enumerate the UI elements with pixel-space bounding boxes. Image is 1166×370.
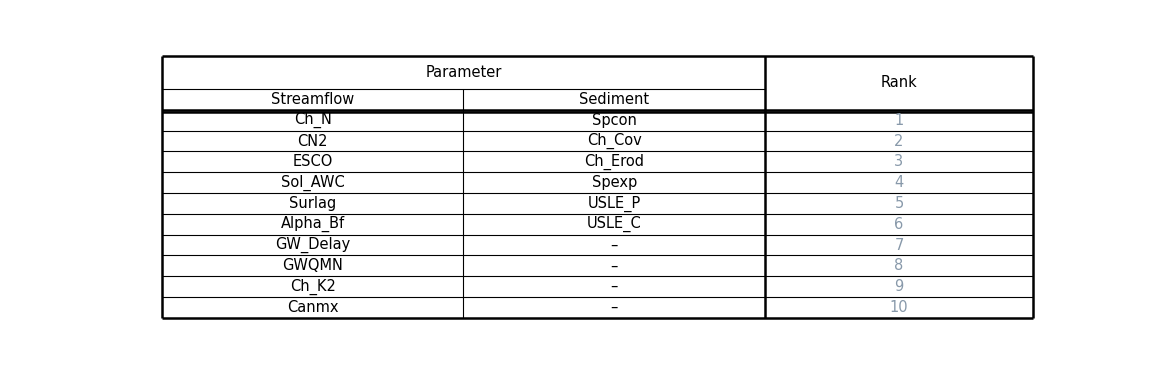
Text: –: – — [611, 300, 618, 315]
Text: Ch_Erod: Ch_Erod — [584, 154, 644, 170]
Text: Spexp: Spexp — [591, 175, 637, 190]
Text: Ch_K2: Ch_K2 — [290, 279, 336, 295]
Text: Sediment: Sediment — [580, 92, 649, 107]
Text: GWQMN: GWQMN — [282, 258, 343, 273]
Text: USLE_C: USLE_C — [586, 216, 641, 232]
Text: 6: 6 — [894, 217, 904, 232]
Text: 7: 7 — [894, 238, 904, 253]
Text: –: – — [611, 238, 618, 253]
Text: 4: 4 — [894, 175, 904, 190]
Text: Streamflow: Streamflow — [271, 92, 354, 107]
Text: 1: 1 — [894, 113, 904, 128]
Text: CN2: CN2 — [297, 134, 328, 149]
Text: 5: 5 — [894, 196, 904, 211]
Text: Parameter: Parameter — [426, 65, 501, 80]
Text: 2: 2 — [894, 134, 904, 149]
Text: Spcon: Spcon — [591, 113, 637, 128]
Text: ESCO: ESCO — [293, 154, 333, 169]
Text: –: – — [611, 279, 618, 294]
Text: Surlag: Surlag — [289, 196, 336, 211]
Text: 3: 3 — [894, 154, 904, 169]
Text: Ch_Cov: Ch_Cov — [586, 133, 641, 149]
Text: Ch_N: Ch_N — [294, 112, 331, 128]
Text: Canmx: Canmx — [287, 300, 338, 315]
Text: 9: 9 — [894, 279, 904, 294]
Text: 8: 8 — [894, 258, 904, 273]
Text: –: – — [611, 258, 618, 273]
Text: Alpha_Bf: Alpha_Bf — [281, 216, 345, 232]
Text: 10: 10 — [890, 300, 908, 315]
Text: USLE_P: USLE_P — [588, 195, 641, 212]
Text: Sol_AWC: Sol_AWC — [281, 175, 345, 191]
Text: Rank: Rank — [880, 75, 918, 90]
Text: GW_Delay: GW_Delay — [275, 237, 350, 253]
